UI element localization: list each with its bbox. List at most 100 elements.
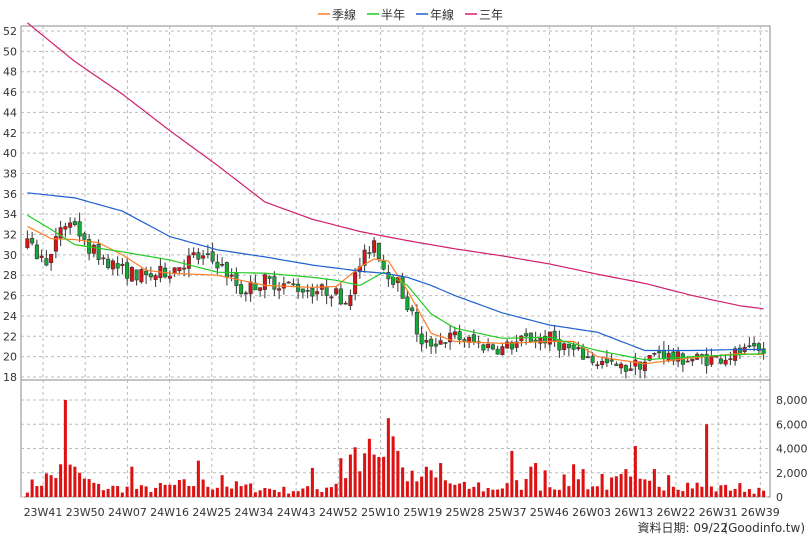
- volume-bar: [144, 486, 148, 497]
- volume-bar: [762, 490, 766, 497]
- volume-bars: [25, 400, 766, 497]
- volume-bar: [334, 483, 338, 497]
- candle-body: [524, 333, 529, 337]
- candle-body: [600, 360, 605, 366]
- volume-bar: [648, 480, 652, 497]
- volume-bar: [719, 485, 723, 497]
- volume-bar: [201, 479, 205, 497]
- candle-body: [728, 358, 733, 360]
- volume-bar: [676, 489, 680, 497]
- candle-body: [429, 338, 434, 347]
- volume-bar: [310, 467, 314, 497]
- candle-body: [676, 351, 681, 362]
- legend-label-ma_year: 年線: [430, 7, 454, 22]
- candle-body: [248, 281, 253, 295]
- candle-body: [58, 227, 63, 239]
- x-tick-25W37: 25W37: [488, 506, 527, 519]
- volume-bar: [505, 483, 509, 497]
- volume-bar: [524, 478, 528, 497]
- volume-bar: [667, 475, 671, 497]
- volume-bar: [600, 473, 604, 497]
- candle-body: [77, 221, 82, 237]
- moving-average-lines: [27, 22, 764, 365]
- candle-body: [144, 270, 149, 276]
- volume-bar: [40, 485, 44, 497]
- volume-bar: [443, 480, 447, 497]
- volume-bar: [467, 488, 471, 497]
- x-tick-26W39: 26W39: [741, 506, 780, 519]
- volume-bar: [686, 482, 690, 497]
- candle-body: [543, 335, 548, 344]
- volume-bar: [244, 484, 248, 497]
- candle-body: [110, 260, 115, 270]
- candle-body: [376, 242, 381, 260]
- volume-bar: [695, 482, 699, 497]
- volume-bar: [453, 484, 457, 497]
- price-tick-34: 34: [3, 208, 17, 221]
- candle-body: [291, 283, 296, 286]
- volume-bar: [268, 488, 272, 497]
- volume-bar: [182, 479, 186, 497]
- volume-bar: [135, 489, 139, 497]
- volume-bar: [448, 483, 452, 497]
- candle-body: [153, 275, 158, 280]
- volume-bar: [30, 479, 34, 497]
- volume-bar: [59, 464, 63, 497]
- price-tick-46: 46: [3, 86, 17, 99]
- price-plot-frame: [20, 25, 771, 381]
- candle-body: [723, 359, 728, 365]
- volume-bar: [586, 489, 590, 497]
- volume-bar: [567, 486, 571, 497]
- x-tick-24W52: 24W52: [319, 506, 358, 519]
- candle-body: [167, 275, 172, 279]
- candle-body: [220, 264, 225, 266]
- volume-bar: [282, 486, 286, 497]
- candle-body: [96, 243, 101, 260]
- volume-bar: [752, 493, 756, 497]
- volume-bar: [652, 469, 656, 497]
- volume-bar: [439, 463, 443, 497]
- candle-body: [619, 363, 624, 369]
- candle-body: [215, 261, 220, 269]
- volume-bar: [149, 492, 153, 497]
- volume-bar: [643, 479, 647, 497]
- volume-bar: [225, 486, 229, 497]
- volume-bar: [301, 488, 305, 497]
- candle-body: [82, 233, 87, 240]
- volume-bar: [68, 464, 72, 497]
- volume-bar: [130, 466, 134, 497]
- volume-axis: 0 2,000 4,000 6,000 8,000: [776, 394, 808, 504]
- candle-body: [685, 360, 690, 363]
- candle-body: [348, 294, 353, 306]
- price-tick-22: 22: [3, 330, 17, 343]
- volume-bar: [595, 486, 599, 497]
- volume-bar: [619, 473, 623, 497]
- x-tick-25W19: 25W19: [403, 506, 442, 519]
- volume-bar: [557, 489, 561, 497]
- candle-body: [623, 365, 628, 372]
- candle-body: [229, 274, 234, 277]
- volume-bar: [63, 400, 67, 497]
- x-tick-24W34: 24W34: [235, 506, 274, 519]
- candle-body: [343, 302, 348, 305]
- candle-body: [471, 334, 476, 343]
- volume-bar: [353, 447, 357, 497]
- volume-bar: [690, 488, 694, 497]
- volume-bar: [239, 486, 243, 497]
- candle-body: [566, 343, 571, 349]
- footer-source: (Goodinfo.tw): [723, 521, 805, 535]
- candle-body: [419, 333, 424, 345]
- candle-body: [186, 255, 191, 269]
- x-tick-25W46: 25W46: [530, 506, 569, 519]
- candle-body: [462, 339, 467, 342]
- candle-body: [671, 351, 676, 362]
- x-tick-25W28: 25W28: [446, 506, 485, 519]
- volume-bar: [296, 491, 300, 497]
- candle-body: [752, 342, 757, 347]
- candle-body: [424, 340, 429, 343]
- volume-bar: [738, 483, 742, 497]
- legend-label-ma_half: 半年: [381, 8, 405, 22]
- volume-bar: [429, 470, 433, 497]
- candle-body: [49, 253, 54, 264]
- candle-body: [443, 342, 448, 344]
